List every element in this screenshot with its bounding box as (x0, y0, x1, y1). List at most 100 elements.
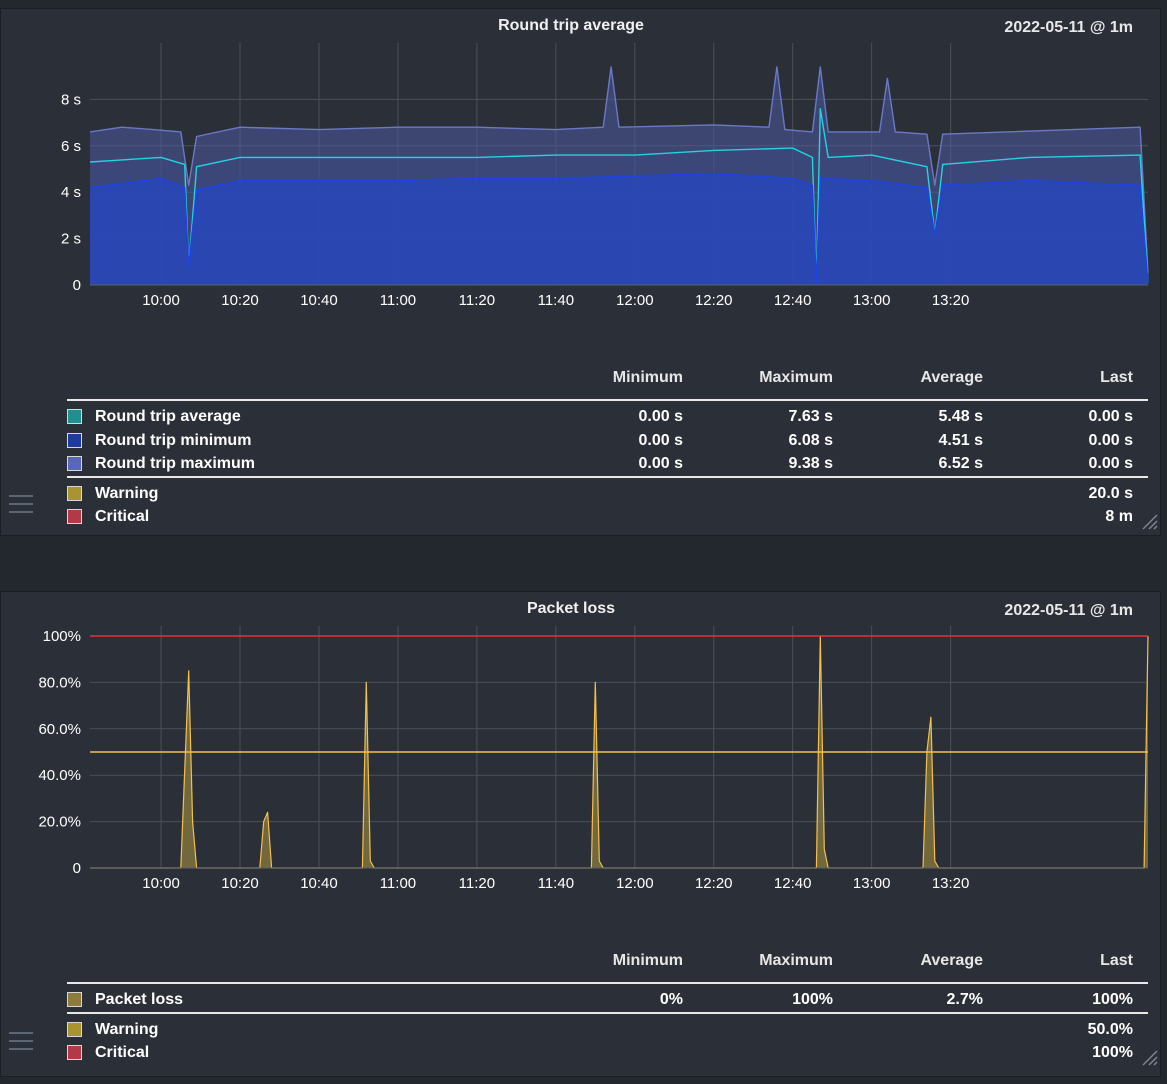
y-tick-label: 100% (43, 628, 81, 645)
round-trip-panel: Round trip average 2022-05-11 @ 1m 0 2 s 4… (0, 8, 1161, 536)
column-minimum: Minimum (612, 369, 683, 386)
divider (67, 475, 1148, 478)
divider (67, 982, 1148, 984)
resize-handle-icon[interactable] (1140, 512, 1158, 530)
threshold-value: 20.0 s (1088, 484, 1133, 502)
legend-table: Minimum Maximum Average Last Round trip … (67, 369, 1148, 529)
threshold-value: 50.0% (1087, 1020, 1133, 1038)
threshold-name: Warning (95, 1020, 159, 1038)
series-name: Round trip minimum (95, 431, 252, 449)
round-trip-chart: 0 2 s 4 s 6 s 8 s 10:00 10:20 10:40 11:00 11:20 11… (61, 43, 1149, 309)
legend-row-packet-loss[interactable]: Packet loss 0% 100% 2.7% 100% (67, 988, 1148, 1012)
value-last: 0.00 s (1088, 408, 1133, 425)
hamburger-menu-icon[interactable] (9, 495, 33, 515)
legend-row-critical: Critical 100% (67, 1041, 1148, 1065)
legend-row-minimum[interactable]: Round trip minimum 0.00 s 6.08 s 4.51 s … (67, 429, 1148, 453)
threshold-name: Critical (95, 1044, 150, 1061)
color-swatch (67, 992, 82, 1007)
value-avg: 2.7% (946, 991, 983, 1008)
x-tick-label: 13:20 (932, 292, 970, 309)
value-last: 0.00 s (1088, 455, 1133, 472)
x-tick-label: 11:00 (380, 292, 416, 309)
x-tick-label: 13:20 (932, 875, 970, 892)
value-avg: 6.52 s (938, 455, 983, 472)
x-tick-label: 11:20 (459, 875, 495, 892)
chart-title: Round trip average (498, 17, 644, 34)
x-tick-label: 10:20 (221, 292, 259, 309)
color-swatch (67, 509, 82, 524)
threshold-name: Warning (95, 484, 159, 502)
color-swatch (67, 432, 82, 448)
resize-handle-icon[interactable] (1140, 1048, 1158, 1066)
y-tick-label: 60.0% (38, 721, 81, 738)
y-tick-label: 0 (73, 277, 81, 294)
series-area (90, 173, 1148, 285)
divider (67, 1011, 1148, 1014)
column-average: Average (920, 369, 983, 386)
y-tick-label: 40.0% (38, 767, 81, 784)
value-min: 0.00 s (638, 408, 683, 425)
value-min: 0.00 s (638, 431, 683, 449)
x-tick-label: 13:00 (853, 292, 891, 309)
column-maximum: Maximum (759, 369, 833, 386)
color-swatch (67, 1021, 82, 1037)
threshold-name: Critical (95, 508, 150, 525)
hamburger-menu-icon[interactable] (9, 1032, 33, 1052)
value-max: 6.08 s (788, 431, 833, 449)
value-max: 7.63 s (788, 408, 833, 425)
color-swatch (67, 485, 82, 501)
legend-row-warning: Warning 20.0 s (67, 482, 1148, 506)
y-tick-label: 4 s (61, 184, 81, 201)
x-tick-label: 11:40 (538, 875, 574, 892)
y-tick-label: 2 s (61, 231, 81, 248)
x-tick-label: 10:40 (300, 292, 338, 309)
x-tick-label: 11:20 (459, 292, 495, 309)
series-line (89, 66, 1149, 274)
series-name: Round trip average (95, 408, 241, 425)
x-tick-label: 12:00 (616, 292, 654, 309)
x-tick-label: 10:40 (300, 875, 338, 892)
y-tick-label: 80.0% (38, 674, 81, 691)
x-tick-label: 10:00 (142, 875, 180, 892)
x-tick-label: 13:00 (853, 875, 891, 892)
chart-title: Packet loss (526, 600, 616, 617)
series-name: Packet loss (95, 991, 184, 1008)
x-tick-label: 12:40 (774, 875, 812, 892)
x-tick-label: 12:20 (695, 875, 733, 892)
column-average: Average (920, 952, 983, 969)
value-last: 0.00 s (1088, 431, 1133, 449)
y-tick-label: 8 s (61, 91, 81, 108)
packet-loss-panel: Packet loss 2022-05-11 @ 1m 0 20.0% 40.0% 6… (0, 591, 1161, 1077)
series-line (89, 172, 1149, 284)
y-tick-label: 6 s (61, 138, 81, 155)
value-max: 100% (792, 991, 833, 1008)
legend-row-maximum[interactable]: Round trip maximum 0.00 s 9.38 s 6.52 s … (67, 452, 1148, 476)
time-range-label[interactable]: 2022-05-11 @ 1m (1004, 602, 1133, 619)
legend-header: Minimum Maximum Average Last (67, 952, 1148, 974)
packet-loss-chart: 0 20.0% 40.0% 60.0% 80.0% 100% 10:00 10:20 10:40… (38, 626, 1149, 892)
y-tick-label: 20.0% (38, 814, 81, 831)
legend-row-critical: Critical 8 m (67, 505, 1148, 529)
value-min: 0% (659, 991, 683, 1008)
x-tick-label: 11:00 (380, 875, 416, 892)
time-range-label[interactable]: 2022-05-11 @ 1m (1004, 19, 1133, 36)
value-avg: 5.48 s (938, 408, 983, 425)
series-name: Round trip maximum (95, 455, 256, 472)
x-tick-label: 12:00 (616, 875, 654, 892)
value-min: 0.00 s (638, 455, 683, 472)
legend-row-warning: Warning 50.0% (67, 1018, 1148, 1042)
threshold-value: 8 m (1105, 508, 1133, 525)
legend-row-average[interactable]: Round trip average 0.00 s 7.63 s 5.48 s … (67, 405, 1148, 429)
legend-table: Minimum Maximum Average Last Packet loss… (67, 952, 1148, 1065)
column-last: Last (1100, 369, 1133, 386)
color-swatch (67, 409, 82, 424)
value-max: 9.38 s (788, 455, 833, 472)
column-minimum: Minimum (612, 952, 683, 969)
x-tick-label: 10:20 (221, 875, 259, 892)
value-avg: 4.51 s (938, 431, 983, 449)
legend-header: Minimum Maximum Average Last (67, 369, 1148, 391)
threshold-value: 100% (1092, 1044, 1133, 1061)
y-tick-label: 0 (73, 860, 81, 877)
color-swatch (67, 1045, 82, 1060)
column-last: Last (1100, 952, 1133, 969)
